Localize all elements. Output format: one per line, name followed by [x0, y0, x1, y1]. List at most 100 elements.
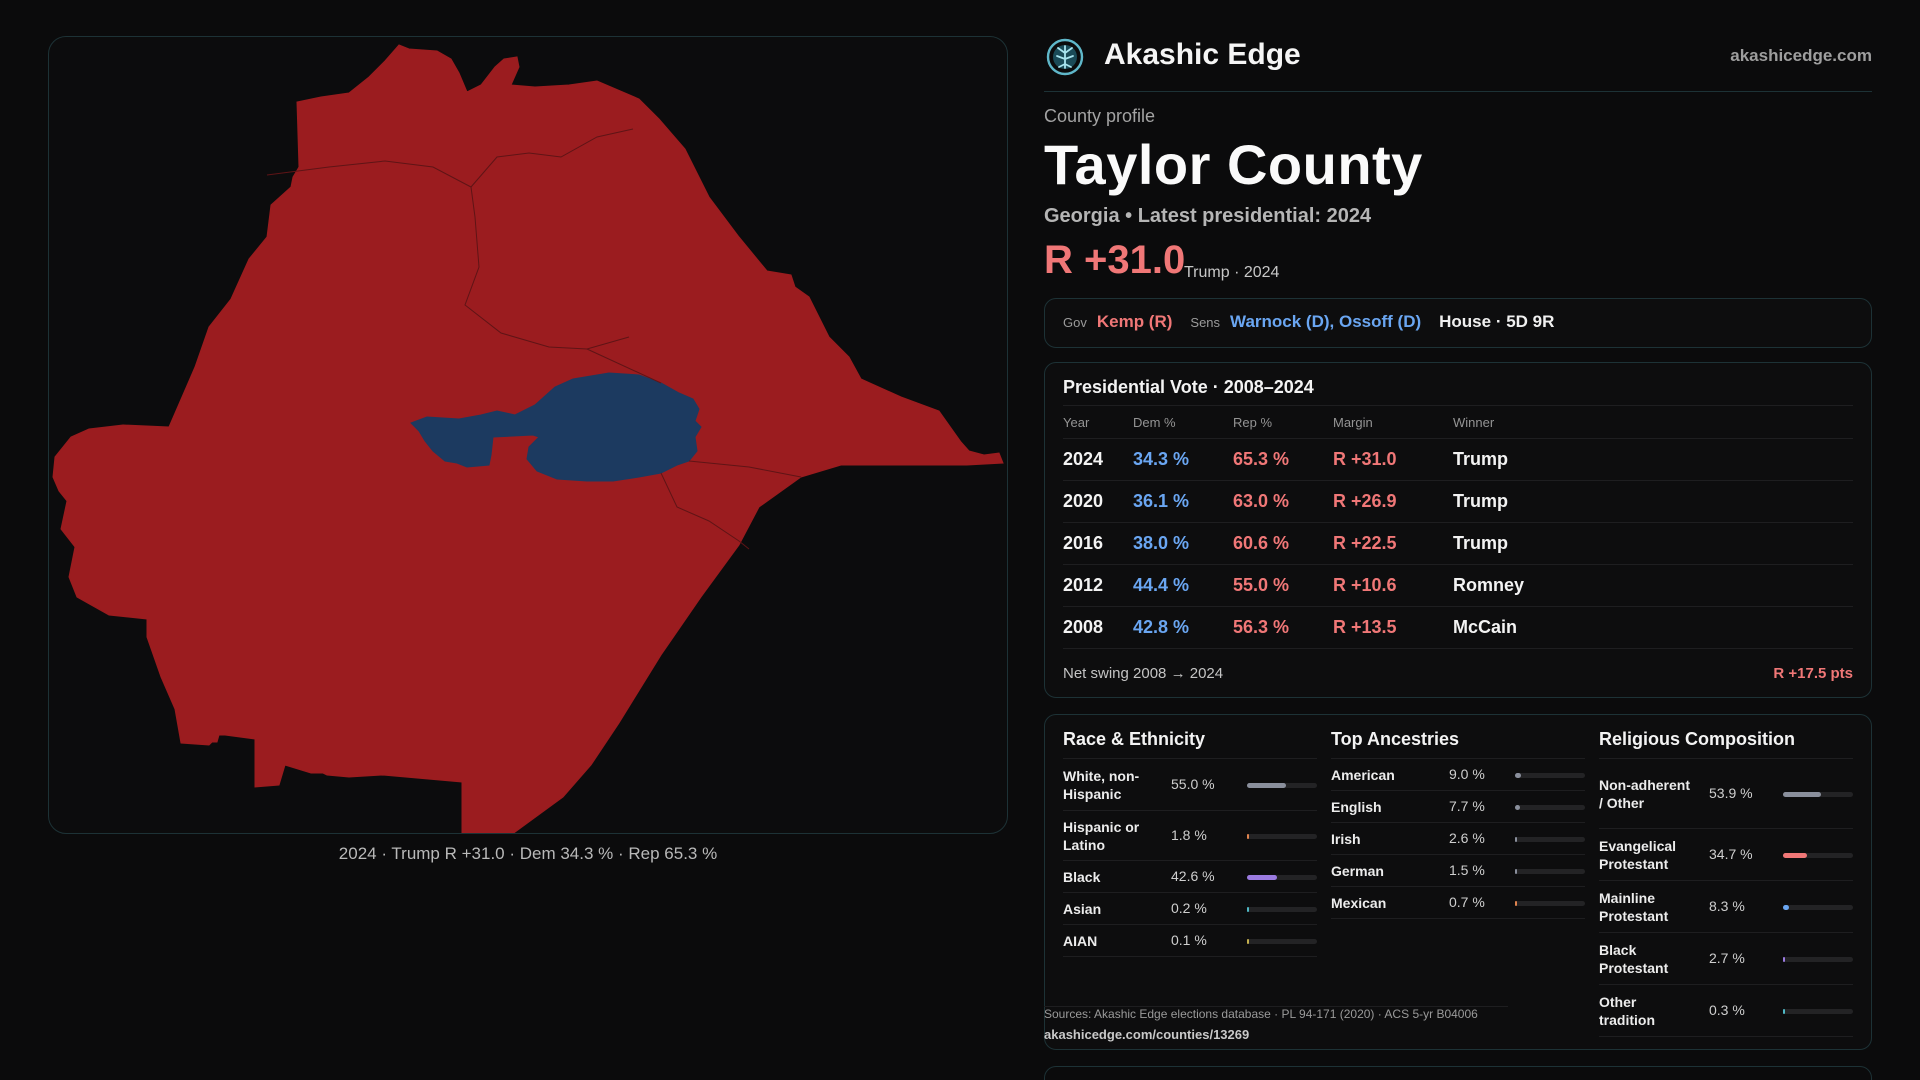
race-label: White, non-Hispanic — [1063, 768, 1140, 802]
race-row[interactable]: Asian 0.2 % — [1063, 893, 1317, 925]
cell-margin: R +13.5 — [1333, 606, 1453, 649]
religion-bar-track — [1783, 1009, 1853, 1014]
header-divider — [1044, 91, 1872, 92]
source-url-link[interactable]: akashicedge.com/counties/13269 — [1044, 1027, 1250, 1042]
ancestry-label: English — [1331, 799, 1382, 815]
page-title: Taylor County — [1044, 133, 1423, 196]
cell-rep: 63.0 % — [1233, 480, 1333, 523]
race-label: Black — [1063, 869, 1101, 885]
religion-row[interactable]: Black Protestant 2.7 % — [1599, 933, 1853, 985]
religion-row[interactable]: Other tradition 0.3 % — [1599, 985, 1853, 1037]
ancestry-row[interactable]: English 7.7 % — [1331, 791, 1585, 823]
brand-name: Akashic Edge — [1104, 38, 1301, 71]
gov-label: Gov — [1063, 315, 1087, 330]
ancestry-value: 1.5 % — [1449, 862, 1485, 878]
race-row[interactable]: Hispanic or Latino 1.8 % — [1063, 811, 1317, 861]
ancestry-row[interactable]: German 1.5 % — [1331, 855, 1585, 887]
ancestry-bar-fill — [1515, 869, 1517, 874]
demographics-card: Race & Ethnicity White, non-Hispanic 55.0… — [1044, 714, 1872, 1050]
ancestry-bar-track — [1515, 805, 1585, 810]
religion-bar-fill — [1783, 1009, 1785, 1014]
county-profile-panel: Akashic Edge akashicedge.com County prof… — [1044, 0, 1872, 1080]
cell-margin: R +31.0 — [1333, 438, 1453, 481]
religion-row[interactable]: Mainline Protestant 8.3 % — [1599, 881, 1853, 933]
cell-rep: 65.3 % — [1233, 438, 1333, 481]
county-map[interactable] — [48, 36, 1008, 834]
race-bar-fill — [1247, 939, 1249, 944]
religion-list: Non-adherent / Other 53.9 % Evangelical Pr… — [1599, 759, 1853, 1037]
race-bar-track — [1247, 939, 1317, 944]
county-shape-svg — [52, 44, 1004, 834]
rep-precincts-area[interactable] — [52, 44, 1004, 834]
cell-rep: 56.3 % — [1233, 606, 1333, 649]
cell-dem: 44.4 % — [1133, 564, 1233, 607]
cell-dem: 36.1 % — [1133, 480, 1233, 523]
religion-value: 0.3 % — [1709, 1002, 1745, 1018]
net-swing-label: Net swing 2008 → 2024 — [1063, 665, 1224, 682]
religion-label: Black Protestant — [1599, 942, 1669, 976]
cell-year: 2008 — [1063, 606, 1133, 649]
religion-value: 53.9 % — [1709, 785, 1753, 801]
race-label: Hispanic or Latino — [1063, 819, 1140, 853]
cell-rep: 55.0 % — [1233, 564, 1333, 607]
table-row[interactable]: 2024 34.3 % 65.3 % R +31.0 Trump — [1063, 438, 1853, 481]
ancestry-bar-fill — [1515, 837, 1517, 842]
religion-bar-fill — [1783, 905, 1789, 910]
ancestry-bar-fill — [1515, 805, 1521, 810]
race-bar-track — [1247, 907, 1317, 912]
col-header-rep: Rep % — [1233, 405, 1333, 439]
table-row[interactable]: 2012 44.4 % 55.0 % R +10.6 Romney — [1063, 564, 1853, 607]
officials-card: Gov Kemp (R) Sens Warnock (D), Ossoff (D… — [1044, 298, 1872, 348]
sources-footer: Sources: Akashic Edge elections database… — [1044, 1006, 1508, 1042]
tree-of-life-icon[interactable] — [1046, 38, 1084, 76]
page-subtitle: Georgia • Latest presidential: 2024 — [1044, 205, 1372, 227]
religion-label: Other tradition — [1599, 994, 1655, 1028]
race-label: AIAN — [1063, 933, 1098, 949]
table-row[interactable]: 2008 42.8 % 56.3 % R +13.5 McCain — [1063, 606, 1853, 649]
sens-label: Sens — [1190, 315, 1221, 330]
race-bar-fill — [1247, 783, 1286, 788]
cell-dem: 34.3 % — [1133, 438, 1233, 481]
headline-margin-note: Trump · 2024 — [1184, 264, 1280, 281]
race-value: 42.6 % — [1171, 868, 1215, 884]
ancestry-label: American — [1331, 767, 1395, 783]
religion-label: Evangelical Protestant — [1599, 838, 1677, 872]
brand-url-link[interactable]: akashicedge.com — [1730, 46, 1872, 65]
cell-margin: R +22.5 — [1333, 522, 1453, 565]
ancestry-row[interactable]: American 9.0 % — [1331, 759, 1585, 791]
table-row[interactable]: 2020 36.1 % 63.0 % R +26.9 Trump — [1063, 480, 1853, 523]
religion-bar-fill — [1783, 792, 1821, 797]
table-row[interactable]: 2016 38.0 % 60.6 % R +22.5 Trump — [1063, 522, 1853, 565]
ancestry-row[interactable]: Mexican 0.7 % — [1331, 887, 1585, 919]
dem-precincts-area[interactable] — [410, 372, 702, 482]
religion-label: Mainline Protestant — [1599, 890, 1669, 924]
cell-dem: 42.8 % — [1133, 606, 1233, 649]
race-bar-track — [1247, 834, 1317, 839]
col-header-winner: Winner — [1453, 405, 1853, 439]
governor-name[interactable]: Kemp (R) — [1096, 312, 1173, 331]
ancestry-bar-fill — [1515, 901, 1517, 906]
race-label: Asian — [1063, 901, 1102, 917]
senators-names[interactable]: Warnock (D), Ossoff (D) — [1230, 312, 1422, 331]
religion-row[interactable]: Non-adherent / Other 53.9 % — [1599, 759, 1853, 829]
race-row[interactable]: Black 42.6 % — [1063, 861, 1317, 893]
race-bar-fill — [1247, 834, 1249, 839]
race-row[interactable]: AIAN 0.1 % — [1063, 925, 1317, 957]
religion-row[interactable]: Evangelical Protestant 34.7 % — [1599, 829, 1853, 881]
religion-section: Religious Composition Non-adherent / Oth… — [1599, 729, 1853, 1037]
ancestry-row[interactable]: Irish 2.6 % — [1331, 823, 1585, 855]
religion-bar-track — [1783, 792, 1853, 797]
religion-bar-track — [1783, 957, 1853, 962]
cell-winner: McCain — [1453, 606, 1853, 649]
race-row[interactable]: White, non-Hispanic 55.0 % — [1063, 759, 1317, 811]
cell-rep: 60.6 % — [1233, 522, 1333, 565]
ancestry-bar-track — [1515, 773, 1585, 778]
race-ethnicity-section: Race & Ethnicity White, non-Hispanic 55.0… — [1063, 729, 1317, 957]
cell-margin: R +10.6 — [1333, 564, 1453, 607]
ancestry-list: American 9.0 % English 7.7 % Irish 2.6 % Germa… — [1331, 759, 1585, 919]
race-bar-track — [1247, 783, 1317, 788]
headline-margin: R +31.0 — [1044, 238, 1186, 282]
cell-winner: Trump — [1453, 480, 1853, 523]
ancestry-bar-fill — [1515, 773, 1522, 778]
religion-label: Non-adherent / Other — [1599, 777, 1690, 811]
